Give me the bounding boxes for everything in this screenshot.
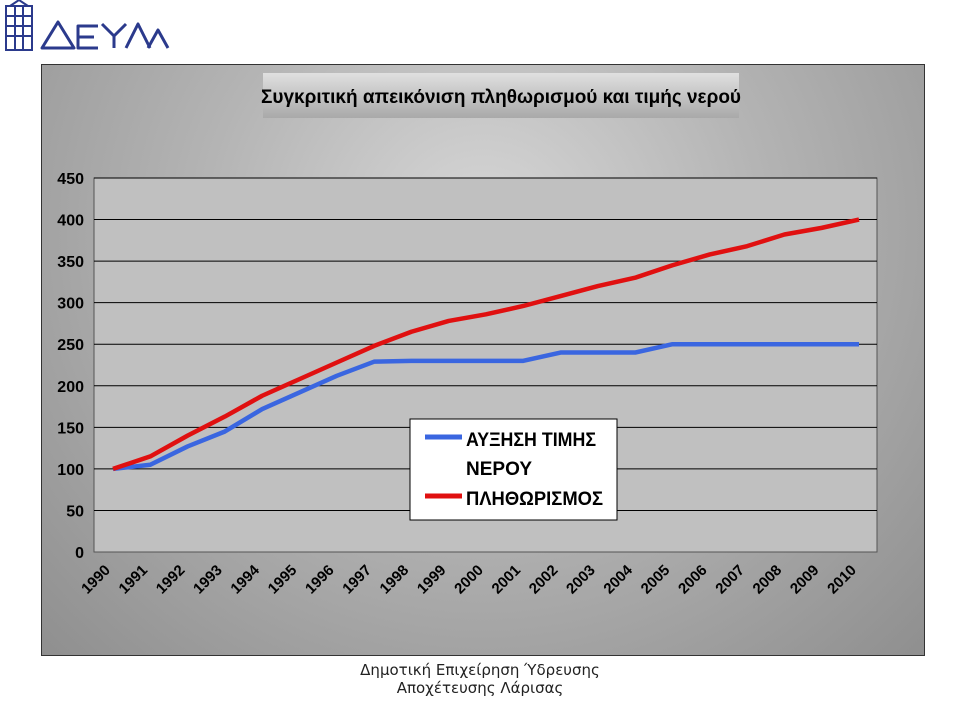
y-tick-label: 0 bbox=[75, 545, 84, 562]
x-tick-label: 2001 bbox=[489, 562, 525, 598]
y-tick-label: 250 bbox=[57, 337, 84, 354]
x-tick-label: 1994 bbox=[227, 561, 263, 597]
legend-label-water-line1: ΑΥΞΗΣΗ ΤΙΜΗΣ bbox=[466, 430, 596, 451]
logo-lettering bbox=[40, 20, 170, 50]
x-tick-label: 2000 bbox=[451, 562, 487, 598]
x-tick-label: 2007 bbox=[712, 562, 748, 598]
x-tick-label: 1998 bbox=[377, 562, 413, 598]
title-box bbox=[263, 73, 739, 118]
y-tick-label: 200 bbox=[57, 379, 84, 396]
y-tick-label: 300 bbox=[57, 296, 84, 313]
legend: ΑΥΞΗΣΗ ΤΙΜΗΣ ΝΕΡΟΥ ΠΛΗΘΩΡΙΣΜΟΣ bbox=[409, 418, 618, 521]
x-tick-label: 2006 bbox=[675, 562, 711, 598]
x-tick-label: 1991 bbox=[116, 562, 152, 598]
y-tick-label: 150 bbox=[57, 420, 84, 437]
chart-canvas: Συγκριτική απεικόνιση πληθωρισμού και τι… bbox=[57, 73, 878, 597]
deyal-logo bbox=[5, 0, 170, 51]
x-tick-label: 2002 bbox=[526, 562, 562, 598]
y-axis-ticks: 0 50 100 150 200 250 300 350 400 450 bbox=[57, 171, 84, 562]
x-tick-label: 1993 bbox=[190, 562, 226, 598]
x-tick-label: 2004 bbox=[600, 561, 636, 597]
footer-line-1: Δημοτική Επιχείρηση Ύδρευσης bbox=[360, 661, 600, 679]
x-tick-label: 1992 bbox=[153, 562, 189, 598]
y-tick-label: 400 bbox=[57, 213, 84, 230]
x-axis-ticks: 1990 1991 1992 1993 1994 1995 1996 1997 1998 1999… bbox=[78, 561, 860, 597]
x-tick-label: 1997 bbox=[339, 562, 375, 598]
y-tick-label: 100 bbox=[57, 462, 84, 479]
y-tick-label: 450 bbox=[57, 171, 84, 188]
x-tick-label: 1996 bbox=[302, 562, 338, 598]
x-tick-label: 2009 bbox=[787, 562, 823, 598]
chart-title: Συγκριτική απεικόνιση πληθωρισμού και τι… bbox=[261, 87, 741, 108]
x-tick-label: 2010 bbox=[824, 562, 860, 598]
x-tick-label: 1999 bbox=[414, 562, 450, 598]
x-tick-label: 2008 bbox=[750, 562, 786, 598]
legend-label-water-line2: ΝΕΡΟΥ bbox=[466, 459, 532, 480]
series-lines bbox=[112, 217, 860, 472]
chart-frame: Συγκριτική απεικόνιση πληθωρισμού και τι… bbox=[41, 64, 925, 656]
x-tick-label: 1995 bbox=[265, 562, 301, 598]
footer-line-2: Αποχέτευσης Λάρισας bbox=[396, 679, 564, 697]
legend-label-inflation: ΠΛΗΘΩΡΙΣΜΟΣ bbox=[466, 489, 603, 510]
water-tower-icon bbox=[5, 0, 33, 51]
y-tick-label: 50 bbox=[66, 503, 84, 520]
x-tick-label: 2003 bbox=[563, 562, 599, 598]
x-tick-label: 1990 bbox=[78, 562, 114, 598]
footer: Δημοτική Επιχείρηση Ύδρευσης Αποχέτευσης… bbox=[0, 661, 960, 697]
y-tick-label: 350 bbox=[57, 254, 84, 271]
x-tick-label: 2005 bbox=[638, 562, 674, 598]
